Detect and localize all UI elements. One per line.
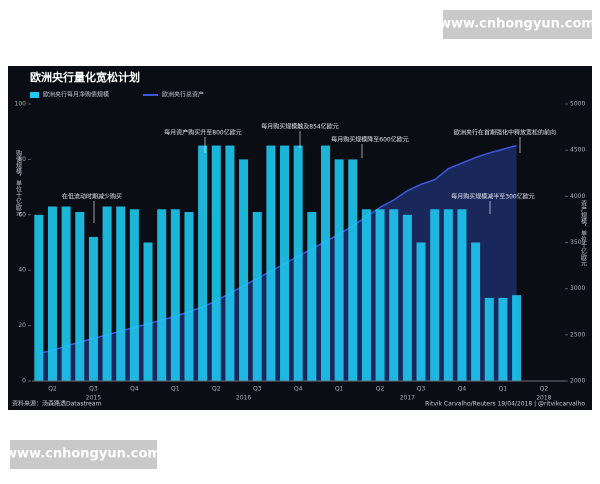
bar — [34, 214, 44, 381]
bar — [512, 295, 522, 381]
bar — [157, 209, 167, 381]
y-tick-label: 20 — [18, 322, 26, 329]
x-tick-label: Q4 — [294, 386, 303, 393]
annotation: 每月购买规模降至600亿欧元 — [331, 136, 408, 144]
year-label: 2018 — [536, 395, 551, 402]
y-tick-label: 60 — [18, 211, 26, 218]
legend-label: 欧洲央行每月净购债规模 — [43, 91, 109, 99]
x-tick-label: Q1 — [171, 386, 180, 393]
bar — [47, 206, 57, 381]
watermark-box — [443, 10, 592, 39]
bar — [430, 209, 440, 381]
bar — [416, 242, 426, 381]
x-tick-label: Q3 — [417, 386, 426, 393]
bar — [252, 212, 262, 381]
annotation: 每月购买规模减半至300亿欧元 — [451, 193, 534, 201]
bar — [389, 209, 399, 381]
x-tick-label: Q2 — [48, 386, 57, 393]
bar — [375, 209, 385, 381]
year-label: 2016 — [236, 395, 251, 402]
y2-tick-label: 5000 — [570, 101, 585, 108]
bar — [116, 206, 126, 381]
y2-tick-label: 2500 — [570, 331, 585, 338]
y-axis-label: 购债规模，单位十亿欧元 — [15, 149, 22, 217]
bar — [320, 145, 330, 381]
credit: Ritvik Carvalho/Reuters 19/04/2018 | @ri… — [425, 401, 585, 408]
bar — [293, 145, 303, 381]
bar — [443, 209, 453, 381]
annotation: 在低流动时期减少购买 — [62, 193, 122, 201]
bar — [143, 242, 153, 381]
y-tick-label: 0 — [22, 378, 26, 385]
x-tick-label: Q2 — [212, 386, 221, 393]
year-label: 2015 — [86, 395, 101, 402]
bar — [361, 209, 371, 381]
bar — [225, 145, 235, 381]
y2-tick-label: 4500 — [570, 147, 585, 154]
bar — [307, 212, 317, 381]
bar — [239, 159, 249, 381]
x-tick-label: Q1 — [335, 386, 344, 393]
y-tick-label: 100 — [15, 101, 27, 108]
bar — [498, 297, 508, 381]
bar — [280, 145, 290, 381]
bar — [198, 145, 208, 381]
y2-tick-label: 2000 — [570, 378, 585, 385]
bar — [211, 145, 221, 381]
bar — [129, 209, 139, 381]
legend-label: 欧洲央行总资产 — [162, 91, 204, 99]
bar — [334, 159, 344, 381]
bar — [266, 145, 276, 381]
bar — [184, 212, 194, 381]
y2-axis-label: 资产规模，单位十亿欧元 — [580, 199, 587, 267]
x-tick-label: Q3 — [89, 386, 98, 393]
bar — [61, 206, 71, 381]
bar — [484, 297, 494, 381]
source: 资料来源：汤森路透Datastream — [12, 400, 102, 408]
legend-swatch — [30, 92, 39, 98]
bar — [75, 212, 85, 381]
y2-tick-label: 3500 — [570, 239, 585, 246]
x-tick-label: Q4 — [458, 386, 467, 393]
bar — [102, 206, 112, 381]
annotation: 每月资产购买升至800亿欧元 — [164, 129, 241, 137]
x-tick-label: Q3 — [253, 386, 262, 393]
bar — [348, 159, 358, 381]
annotation: 欧洲央行在首期强化中释放宽松的前向 — [454, 129, 556, 137]
x-tick-label: Q1 — [499, 386, 508, 393]
bar — [88, 236, 98, 381]
x-tick-label: Q2 — [376, 386, 385, 393]
bar — [170, 209, 180, 381]
x-tick-label: Q4 — [130, 386, 139, 393]
bar — [402, 214, 412, 381]
y-tick-label: 40 — [18, 267, 26, 274]
y2-tick-label: 3000 — [570, 285, 585, 292]
watermark-box — [10, 440, 157, 469]
watermark: www.cnhongyun.com — [5, 447, 161, 462]
y2-tick-label: 4000 — [570, 193, 585, 200]
y-tick-label: 80 — [18, 156, 26, 163]
bar — [471, 242, 481, 381]
year-label: 2017 — [400, 395, 415, 402]
chart-title: 欧洲央行量化宽松计划 — [30, 70, 140, 84]
annotation: 每月购买规模触及854亿欧元 — [261, 123, 338, 131]
x-tick-label: Q2 — [540, 386, 549, 393]
bar — [457, 209, 467, 381]
watermark: www.cnhongyun.com — [439, 17, 595, 32]
